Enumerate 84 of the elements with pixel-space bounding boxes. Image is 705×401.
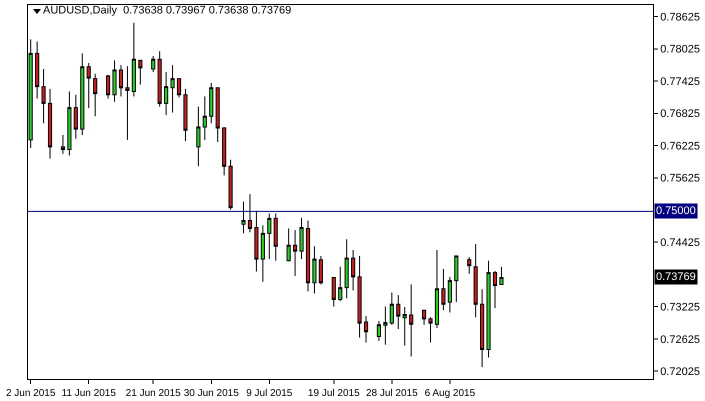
candlestick xyxy=(332,276,336,307)
candlestick xyxy=(196,106,200,167)
y-tick-label: 0.75625 xyxy=(660,172,700,185)
candlestick xyxy=(42,68,46,124)
candlestick xyxy=(492,270,498,309)
candlestick xyxy=(467,256,472,274)
x-tick-label: 28 Jul 2015 xyxy=(366,388,418,399)
candlestick xyxy=(434,250,440,328)
candlestick xyxy=(138,59,142,86)
candlestick xyxy=(293,230,298,276)
ref-line-label: 0.75000 xyxy=(656,205,696,217)
candlestick xyxy=(60,134,66,154)
y-tick-label: 0.74425 xyxy=(660,237,700,250)
candlestick xyxy=(480,288,484,368)
candlestick xyxy=(67,91,72,156)
candlestick xyxy=(390,292,394,326)
candlestick xyxy=(222,126,226,176)
candlestick xyxy=(422,309,426,326)
candlestick xyxy=(176,78,182,98)
x-tick-label: 21 Jun 2015 xyxy=(126,388,182,399)
candlestick xyxy=(132,22,136,97)
candlestick xyxy=(267,212,272,260)
y-tick-label: 0.78625 xyxy=(660,11,700,24)
candlestick xyxy=(118,64,124,97)
x-tick-label: 6 Aug 2015 xyxy=(424,388,476,399)
candlestick xyxy=(125,66,130,140)
candlestick xyxy=(248,194,252,233)
candlestick xyxy=(74,94,78,140)
x-tick-label: 11 Jun 2015 xyxy=(62,388,116,399)
candlestick xyxy=(216,86,220,143)
chart-title: AUDUSD,Daily 0.73638 0.73967 0.73638 0.73769 xyxy=(43,4,292,17)
candlestick xyxy=(170,64,175,113)
candlestick xyxy=(228,159,233,210)
candlestick xyxy=(274,212,278,262)
candlestick xyxy=(383,306,388,346)
candlestick xyxy=(86,62,91,109)
candlestick xyxy=(338,266,342,302)
candlestick xyxy=(164,72,168,116)
candlestick xyxy=(306,220,310,292)
x-tick-label: 30 Jun 2015 xyxy=(184,388,240,399)
candlestick xyxy=(151,56,156,73)
candlestick xyxy=(441,268,446,311)
y-tick-label: 0.72625 xyxy=(660,334,700,346)
candlestick xyxy=(260,224,265,282)
y-tick-label: 0.76225 xyxy=(660,140,700,152)
candlestick xyxy=(318,255,323,285)
candlestick xyxy=(402,306,407,346)
x-tick-label: 9 Jul 2015 xyxy=(246,388,293,399)
y-tick-label: 0.77425 xyxy=(660,76,700,88)
candlestick xyxy=(183,88,188,142)
candlestick xyxy=(48,88,52,160)
candlestick xyxy=(364,316,368,343)
y-tick-label: 0.78025 xyxy=(660,44,700,56)
y-tick-label: 0.73225 xyxy=(660,302,700,314)
candlestick xyxy=(241,201,246,234)
candlestick xyxy=(158,50,162,108)
x-tick-label: 2 Jun 2015 xyxy=(6,388,56,399)
candlestick xyxy=(351,250,356,291)
candlestick xyxy=(358,255,362,338)
y-tick-label: 0.76825 xyxy=(660,108,700,120)
candlestick xyxy=(312,246,317,294)
candlestick xyxy=(474,244,478,318)
candlestick xyxy=(299,217,304,260)
candlestick xyxy=(106,74,110,99)
candlestick xyxy=(376,320,381,342)
candlestick xyxy=(254,210,258,272)
candlestick xyxy=(454,254,458,303)
candlestick xyxy=(80,52,84,136)
candlestick xyxy=(428,316,433,343)
candlestick xyxy=(202,96,207,140)
candlestick xyxy=(499,266,504,286)
annotation: 0.73769 xyxy=(656,271,696,283)
candlestick xyxy=(396,294,400,330)
candlestick xyxy=(112,60,117,102)
x-tick-label: 19 Jul 2015 xyxy=(308,388,360,399)
candlestick xyxy=(35,41,40,99)
candlestick xyxy=(93,73,98,117)
candlestick xyxy=(344,238,349,299)
y-tick-label: 0.72025 xyxy=(660,366,700,378)
candlestick xyxy=(448,276,452,313)
candlestick xyxy=(286,228,291,262)
candlestick xyxy=(409,284,414,357)
candlestick xyxy=(209,82,214,124)
candlestick xyxy=(486,260,491,358)
